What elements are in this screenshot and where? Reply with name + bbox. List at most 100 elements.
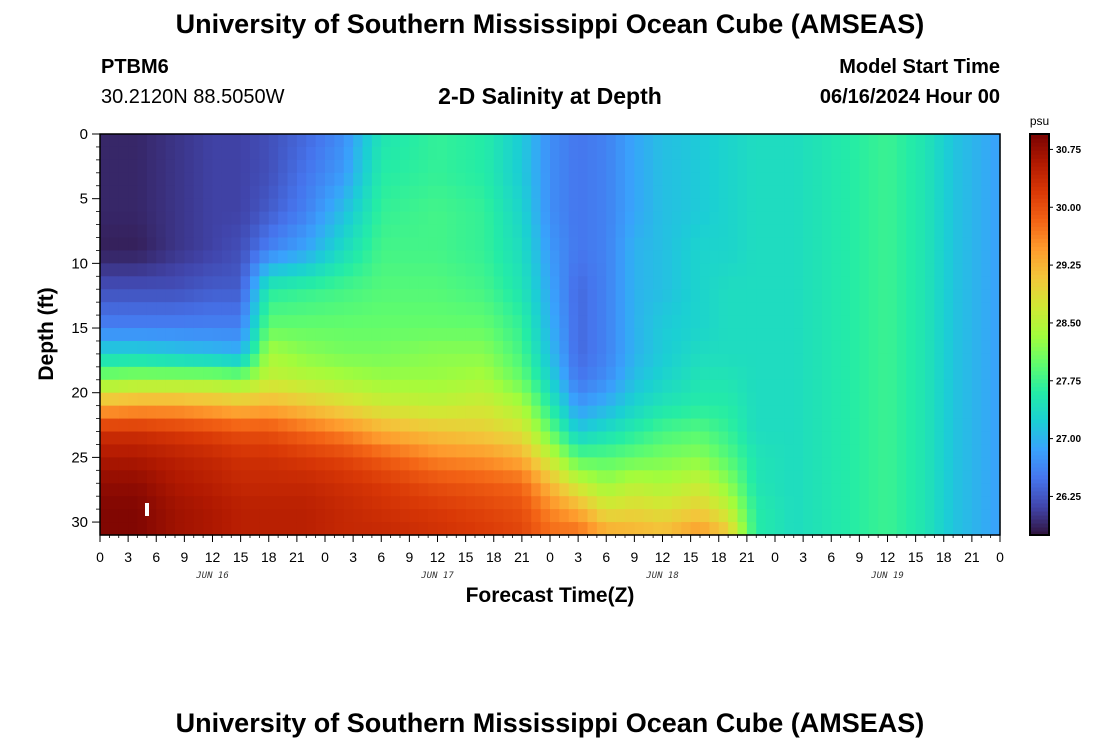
heatmap-cell — [371, 418, 382, 433]
heatmap-cell — [718, 276, 729, 290]
heatmap-cell — [746, 263, 757, 277]
heatmap-cell — [737, 146, 748, 161]
heatmap-cell — [306, 224, 317, 239]
colorbar-band — [1030, 442, 1049, 448]
heatmap-cell — [540, 353, 551, 368]
heatmap-cell — [934, 263, 945, 277]
heatmap-cell — [606, 483, 617, 497]
heatmap-cell — [362, 353, 373, 368]
heatmap-cell — [596, 159, 607, 174]
heatmap-cell — [418, 444, 429, 458]
heatmap-cell — [100, 418, 110, 433]
heatmap-cell — [240, 134, 251, 148]
heatmap-cell — [615, 392, 626, 407]
heatmap-cell — [512, 237, 523, 252]
heatmap-cell — [746, 276, 757, 290]
y-tick-label: 5 — [80, 191, 88, 208]
heatmap-cell — [418, 509, 429, 523]
heatmap-cell — [831, 353, 842, 368]
heatmap-cell — [943, 392, 954, 407]
heatmap-cell — [287, 237, 298, 252]
heatmap-cell — [400, 328, 410, 342]
heatmap-cell — [775, 159, 785, 174]
heatmap-cell — [493, 198, 504, 213]
heatmap-cell — [296, 392, 307, 407]
heatmap-cell — [400, 457, 410, 471]
heatmap-cell — [559, 509, 570, 523]
heatmap-cell — [587, 289, 598, 303]
heatmap-cell — [268, 159, 279, 174]
heatmap-cell — [428, 134, 439, 148]
heatmap-cell — [906, 237, 917, 252]
heatmap-cell — [250, 509, 260, 523]
heatmap-cell — [259, 263, 270, 277]
heatmap-cell — [625, 340, 635, 355]
heatmap-cell — [775, 418, 785, 433]
heatmap-cell — [868, 509, 879, 523]
heatmap-cell — [981, 431, 992, 446]
heatmap-cell — [662, 353, 673, 368]
heatmap-cell — [962, 522, 973, 536]
heatmap-cell — [184, 224, 195, 239]
heatmap-cell — [362, 302, 373, 316]
heatmap-cell — [765, 457, 776, 471]
heatmap-cell — [756, 172, 767, 187]
heatmap-cell — [446, 185, 457, 200]
heatmap-cell — [362, 366, 373, 381]
heatmap-cell — [653, 496, 664, 510]
heatmap-cell — [521, 328, 532, 342]
heatmap-cell — [803, 522, 814, 536]
heatmap-cell — [690, 522, 701, 536]
heatmap-cell — [296, 405, 307, 420]
heatmap-cell — [887, 431, 898, 446]
heatmap-cell — [446, 289, 457, 303]
heatmap-cell — [128, 509, 139, 523]
heatmap-cell — [634, 483, 645, 497]
heatmap-cell — [868, 146, 879, 161]
heatmap-cell — [475, 276, 485, 290]
colorbar-band — [1030, 422, 1049, 428]
heatmap-cell — [737, 198, 748, 213]
heatmap-cell — [381, 159, 392, 174]
heatmap-cell — [653, 302, 664, 316]
heatmap-cell — [859, 224, 870, 239]
heatmap-cell — [334, 418, 345, 433]
colorbar-band — [1030, 450, 1049, 456]
heatmap-cell — [793, 444, 804, 458]
heatmap-cell — [606, 470, 617, 484]
heatmap-cell — [775, 134, 785, 148]
heatmap-cell — [550, 522, 560, 536]
heatmap-cell — [390, 392, 401, 407]
heatmap-cell — [990, 237, 1001, 252]
heatmap-cell — [137, 172, 148, 187]
heatmap-cell — [540, 224, 551, 239]
heatmap-cell — [475, 302, 485, 316]
heatmap-cell — [446, 340, 457, 355]
heatmap-cell — [118, 340, 129, 355]
heatmap-cell — [775, 302, 785, 316]
heatmap-cell — [934, 315, 945, 329]
heatmap-cell — [971, 172, 982, 187]
heatmap-cell — [943, 276, 954, 290]
colorbar-band — [1030, 286, 1049, 291]
heatmap-cell — [709, 353, 720, 368]
heatmap-cell — [221, 431, 232, 446]
heatmap-cell — [709, 444, 720, 458]
heatmap-cell — [259, 366, 270, 381]
heatmap-cell — [231, 366, 242, 381]
heatmap-cell — [371, 172, 382, 187]
heatmap-cell — [278, 379, 289, 394]
heatmap-cell — [353, 159, 364, 174]
heatmap-cell — [212, 159, 223, 174]
heatmap-cell — [184, 250, 195, 264]
heatmap-cell — [793, 159, 804, 174]
heatmap-cell — [596, 237, 607, 252]
heatmap-cell — [118, 353, 129, 368]
heatmap-cell — [371, 198, 382, 213]
heatmap-cell — [343, 146, 354, 161]
heatmap-cell — [503, 172, 514, 187]
heatmap-cell — [868, 172, 879, 187]
heatmap-cell — [203, 457, 214, 471]
heatmap-cell — [146, 146, 157, 161]
heatmap-cell — [878, 211, 889, 226]
